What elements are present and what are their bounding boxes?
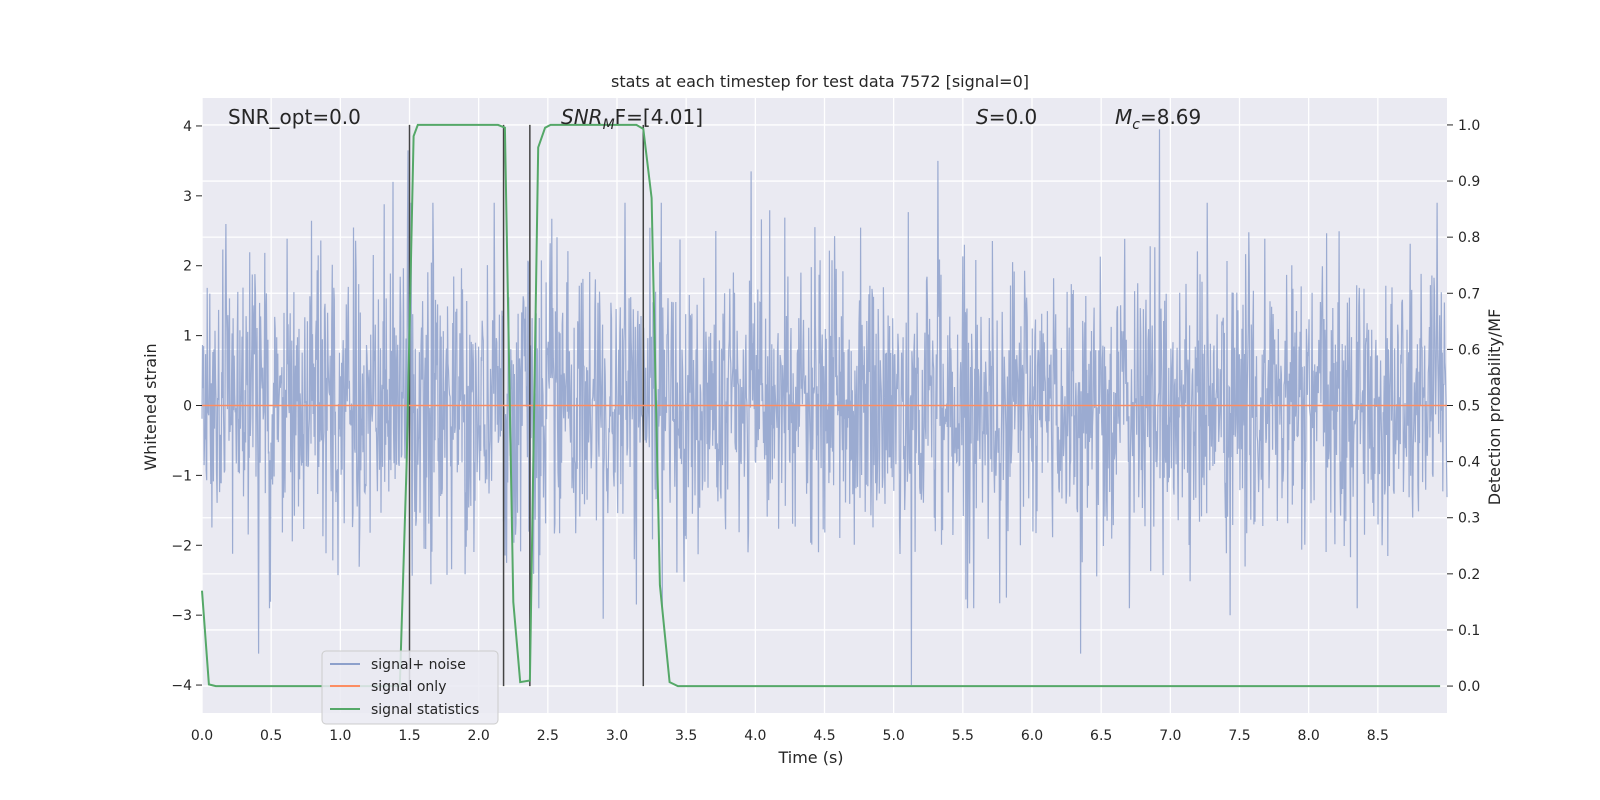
x-tick-label: 0.0: [191, 728, 213, 744]
y-tick-label: 2: [183, 259, 192, 275]
y-tick-label: 4: [183, 119, 192, 135]
y2-tick-label: 0.1: [1458, 623, 1480, 639]
annotation-mc-rest: =8.69: [1140, 105, 1201, 129]
y2-tick-label: 1.0: [1458, 118, 1480, 134]
y-axis-ticks: 4 3 2 1 0 −1 −2 −3 −4: [171, 119, 202, 694]
annotation-snr-mf-base: SNR: [561, 105, 603, 129]
x-tick-label: 7.5: [1228, 728, 1250, 744]
x-tick-label: 5.0: [883, 728, 905, 744]
x-axis-ticks: 0.0 0.5 1.0 1.5 2.0 2.5 3.0 3.5 4.0 4.5 5.0 5.5 6.0 6…: [191, 728, 1389, 744]
y-tick-label: −1: [171, 468, 192, 484]
legend-box: [321, 650, 499, 725]
x-tick-label: 2.0: [468, 728, 490, 744]
x-tick-label: 6.0: [1021, 728, 1043, 744]
y2-axis-ticks: 1.0 0.9 0.8 0.7 0.6 0.5 0.4 0.3 0.2 0.1 0.0: [1447, 118, 1480, 695]
x-tick-label: 3.5: [675, 728, 697, 744]
annotation-snr-mf: SNRMF=[4.01]: [561, 105, 703, 133]
y2-tick-label: 0.4: [1458, 455, 1480, 471]
annotation-s: S=0.0: [976, 105, 1037, 129]
x-tick-label: 4.0: [744, 728, 766, 744]
y-tick-label: −3: [171, 608, 192, 624]
annotation-mc-var: M: [1115, 105, 1132, 129]
chart-title: stats at each timestep for test data 757…: [611, 72, 1029, 91]
legend: signal+ noise signal only signal statist…: [321, 650, 499, 725]
y-axis-label: Whitened strain: [141, 343, 160, 470]
y2-tick-label: 0.8: [1458, 230, 1480, 246]
annotation-snr-mf-sub: M: [603, 117, 615, 133]
legend-label-signal-only: signal only: [371, 679, 446, 695]
x-tick-label: 4.5: [813, 728, 835, 744]
y-tick-label: 3: [183, 189, 192, 205]
annotation-s-var: S: [976, 105, 989, 129]
legend-label-statistics: signal statistics: [371, 702, 479, 718]
x-tick-label: 1.0: [329, 728, 351, 744]
y2-tick-label: 0.3: [1458, 511, 1480, 527]
annotation-mc-sub: c: [1132, 117, 1140, 133]
x-tick-label: 0.5: [260, 728, 282, 744]
annotation-snr-opt: SNR_opt=0.0: [228, 105, 361, 129]
y2-tick-label: 0.0: [1458, 679, 1480, 695]
y2-tick-label: 0.5: [1458, 399, 1480, 415]
x-tick-label: 8.0: [1298, 728, 1320, 744]
x-tick-label: 3.0: [606, 728, 628, 744]
y2-tick-label: 0.9: [1458, 174, 1480, 190]
y-tick-label: 0: [183, 399, 192, 415]
y-tick-label: −4: [171, 678, 192, 694]
x-tick-label: 1.5: [398, 728, 420, 744]
annotation-s-rest: =0.0: [989, 105, 1038, 129]
x-tick-label: 6.5: [1090, 728, 1112, 744]
annotation-mc: Mc=8.69: [1115, 105, 1201, 133]
x-axis-label: Time (s): [777, 748, 843, 767]
x-tick-label: 2.5: [537, 728, 559, 744]
signal-statistics-series: [201, 123, 1441, 688]
y2-axis-label: Detection probability/MF: [1485, 309, 1504, 506]
annotation-snr-mf-rest: F=[4.01]: [615, 105, 703, 129]
y2-tick-label: 0.2: [1458, 567, 1480, 583]
x-tick-label: 5.5: [952, 728, 974, 744]
y-tick-label: −2: [171, 538, 192, 554]
x-tick-label: 8.5: [1367, 728, 1389, 744]
y2-tick-label: 0.6: [1458, 342, 1480, 358]
x-tick-label: 7.0: [1159, 728, 1181, 744]
legend-label-noise: signal+ noise: [371, 657, 466, 673]
y2-tick-label: 0.7: [1458, 286, 1480, 302]
y-tick-label: 1: [183, 329, 192, 345]
